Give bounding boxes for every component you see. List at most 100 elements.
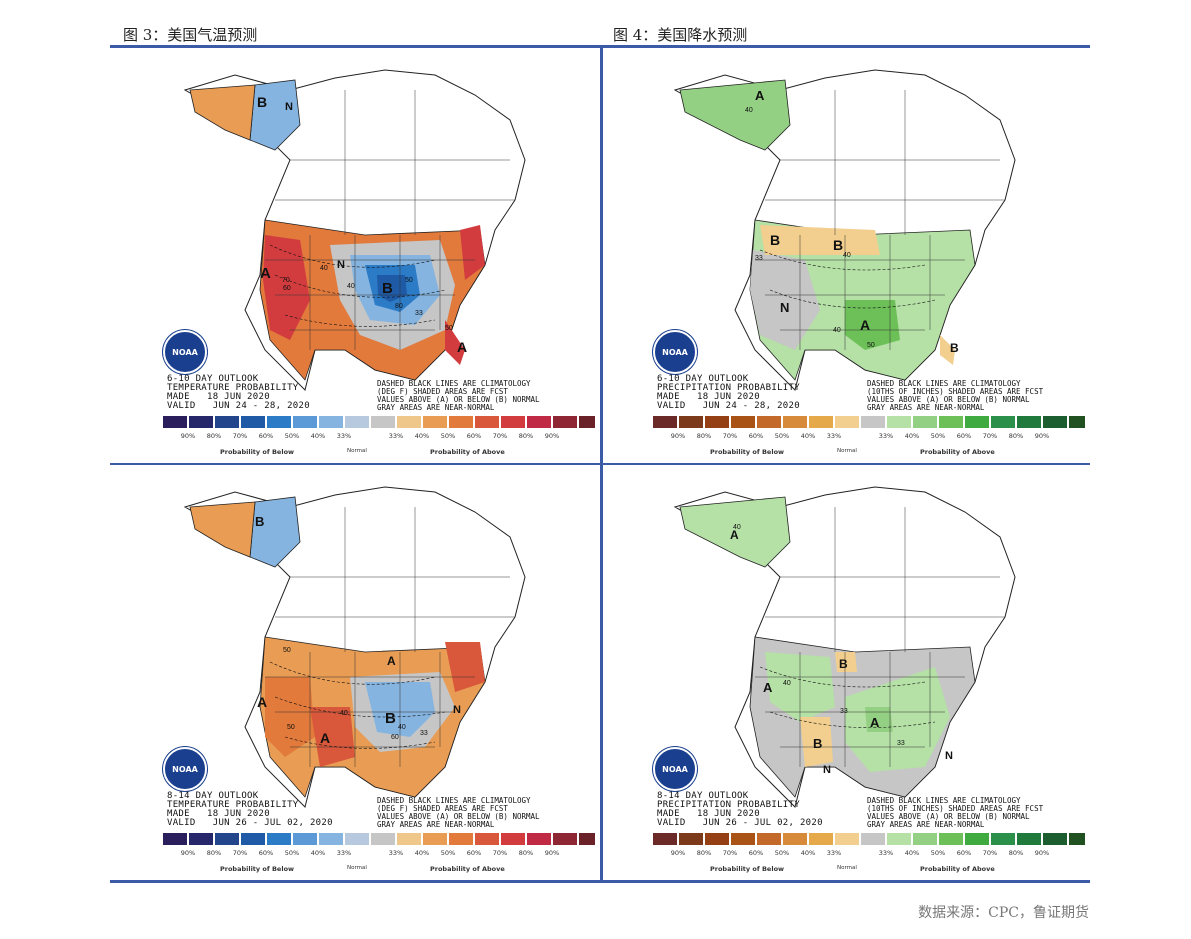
noaa-logo: NOAA (653, 330, 697, 374)
legend-swatch (938, 415, 964, 429)
contour-label: 40 (320, 265, 328, 272)
legend-swatch (344, 832, 370, 846)
map-label-b-central: B (385, 710, 396, 727)
contour-label: 33 (415, 310, 423, 317)
map-label-a-north: A (387, 654, 396, 668)
map-label-b-alaska: B (257, 94, 267, 110)
legend-tick-label: 50% (774, 849, 790, 857)
legend-tick-label: 70% (492, 849, 508, 857)
center-divider (600, 47, 603, 882)
legend-swatch (240, 415, 266, 429)
legend-swatch (474, 832, 500, 846)
legend-swatch (344, 415, 370, 429)
legend-swatch (396, 832, 422, 846)
panel-temp-8-14: B A A A B N 33 40 50 60 40 50 NOAA 8-14 … (115, 467, 595, 880)
legend-tick-label: 70% (982, 432, 998, 440)
legend-tick-label: 90% (180, 432, 196, 440)
legend-note: DASHED BLACK LINES ARE CLIMATOLOGY (10THS… (867, 379, 1044, 412)
contour-label: 40 (733, 524, 741, 531)
map-label-b-central: B (382, 280, 393, 297)
legend-below-label: Probability of Below (220, 865, 295, 873)
precip-6-10-map: A B B N A B 40 33 40 50 40 (673, 69, 1016, 391)
legend-tick-label: 50% (930, 432, 946, 440)
panel-precip-8-14: A A B B A N N 40 33 40 33 NOAA 8-14 DAY … (605, 467, 1085, 880)
legend-swatch (552, 832, 578, 846)
contour-label: 50 (283, 647, 291, 654)
panel-precip-6-10: A B B N A B 40 33 40 50 40 NOAA 6-10 DAY… (605, 50, 1085, 463)
map-label-n-texas: N (823, 764, 831, 776)
outlook-caption: 8-14 DAY OUTLOOK TEMPERATURE PROBABILITY M… (167, 791, 333, 828)
legend-swatch (578, 832, 595, 846)
legend-tick-label: 50% (284, 849, 300, 857)
legend-swatch (292, 832, 318, 846)
legend-swatch (756, 415, 782, 429)
contour-label: 40 (745, 107, 753, 114)
probability-legend (652, 832, 1085, 846)
legend-tick-label: 40% (904, 432, 920, 440)
legend-tick-label: 40% (800, 432, 816, 440)
legend-tick-label: 80% (1008, 432, 1024, 440)
probability-legend (652, 415, 1085, 429)
contour-label: 33 (420, 730, 428, 737)
map-label-a-south: A (870, 715, 880, 730)
legend-tick-labels: 90% 80% 70% 60% 50% 40% 33% 33% 40% 50% 60% 70% 80% 9… (175, 432, 565, 440)
legend-tick-label: 40% (904, 849, 920, 857)
map-label-a-southeast: A (457, 339, 467, 355)
legend-normal-label: Normal (837, 448, 857, 454)
map-label-n-alaska: N (285, 101, 293, 113)
map-label-n-southeast: N (945, 750, 953, 762)
legend-swatch (448, 415, 474, 429)
legend-tick-label: 70% (232, 432, 248, 440)
legend-tick-label: 90% (670, 432, 686, 440)
legend-swatch (782, 415, 808, 429)
legend-tick-label: 80% (518, 432, 534, 440)
legend-swatch (860, 832, 886, 846)
legend-tick-label: 90% (1034, 432, 1050, 440)
contour-label: 60 (283, 285, 291, 292)
noaa-logo: NOAA (653, 747, 697, 791)
legend-tick-label: 33% (826, 432, 842, 440)
legend-tick-label: 80% (518, 849, 534, 857)
legend-swatch (652, 415, 678, 429)
legend-normal-label: Normal (837, 865, 857, 871)
legend-tick-label: 33% (878, 432, 894, 440)
legend-swatch (756, 832, 782, 846)
legend-swatch (834, 415, 860, 429)
legend-tick-label: 40% (800, 849, 816, 857)
legend-tick-label: 33% (878, 849, 894, 857)
contour-label: 60 (391, 734, 399, 741)
top-rule (110, 45, 1090, 48)
probability-legend (162, 832, 595, 846)
map-label-b-northwest: B (770, 232, 780, 248)
legend-tick-label: 33% (826, 849, 842, 857)
map-label-n-southwest: N (780, 300, 789, 315)
legend-swatch (214, 832, 240, 846)
legend-tick-label: 80% (696, 849, 712, 857)
map-label-a-southwest: A (320, 730, 330, 746)
legend-above-label: Probability of Above (430, 865, 505, 873)
contour-label: 40 (833, 327, 841, 334)
legend-tick-label: 80% (206, 849, 222, 857)
legend-tick-label: 80% (1008, 849, 1024, 857)
legend-swatch (834, 832, 860, 846)
legend-above-label: Probability of Above (920, 448, 995, 456)
legend-swatch (318, 415, 344, 429)
contour-label: 40 (347, 283, 355, 290)
legend-note: DASHED BLACK LINES ARE CLIMATOLOGY (DEG F… (377, 379, 540, 412)
legend-swatch (162, 415, 188, 429)
legend-tick-label: 50% (930, 849, 946, 857)
contour-label: 50 (445, 325, 453, 332)
contour-label: 33 (755, 255, 763, 262)
outlook-caption: 6-10 DAY OUTLOOK TEMPERATURE PROBABILITY M… (167, 374, 310, 411)
legend-below-label: Probability of Below (220, 448, 295, 456)
legend-tick-label: 60% (466, 849, 482, 857)
temp-6-10-map: B N A B A N 33 40 50 60 70 80 40 50 (183, 69, 526, 391)
legend-above-label: Probability of Above (430, 448, 505, 456)
legend-swatch (240, 832, 266, 846)
legend-below-label: Probability of Below (710, 865, 785, 873)
legend-tick-label: 40% (414, 432, 430, 440)
legend-below-label: Probability of Below (710, 448, 785, 456)
map-label-b-southwest: B (813, 736, 822, 751)
legend-swatch (808, 832, 834, 846)
legend-swatch (292, 415, 318, 429)
